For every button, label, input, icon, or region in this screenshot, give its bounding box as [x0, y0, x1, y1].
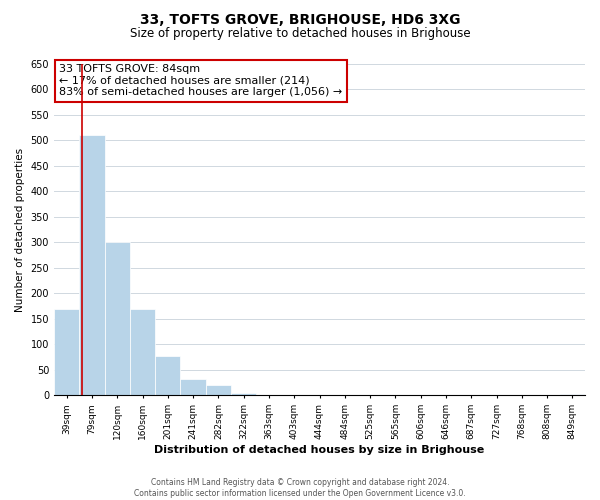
- Bar: [155, 356, 181, 396]
- Bar: [560, 394, 585, 396]
- Text: Contains HM Land Registry data © Crown copyright and database right 2024.
Contai: Contains HM Land Registry data © Crown c…: [134, 478, 466, 498]
- Bar: [181, 379, 206, 396]
- Text: 33, TOFTS GROVE, BRIGHOUSE, HD6 3XG: 33, TOFTS GROVE, BRIGHOUSE, HD6 3XG: [140, 12, 460, 26]
- Bar: [231, 393, 256, 396]
- Y-axis label: Number of detached properties: Number of detached properties: [15, 148, 25, 312]
- Bar: [104, 242, 130, 396]
- Bar: [54, 308, 79, 396]
- Bar: [130, 308, 155, 396]
- Text: 33 TOFTS GROVE: 84sqm
← 17% of detached houses are smaller (214)
83% of semi-det: 33 TOFTS GROVE: 84sqm ← 17% of detached …: [59, 64, 343, 97]
- Bar: [79, 136, 104, 396]
- X-axis label: Distribution of detached houses by size in Brighouse: Distribution of detached houses by size …: [154, 445, 485, 455]
- Text: Size of property relative to detached houses in Brighouse: Size of property relative to detached ho…: [130, 28, 470, 40]
- Bar: [206, 385, 231, 396]
